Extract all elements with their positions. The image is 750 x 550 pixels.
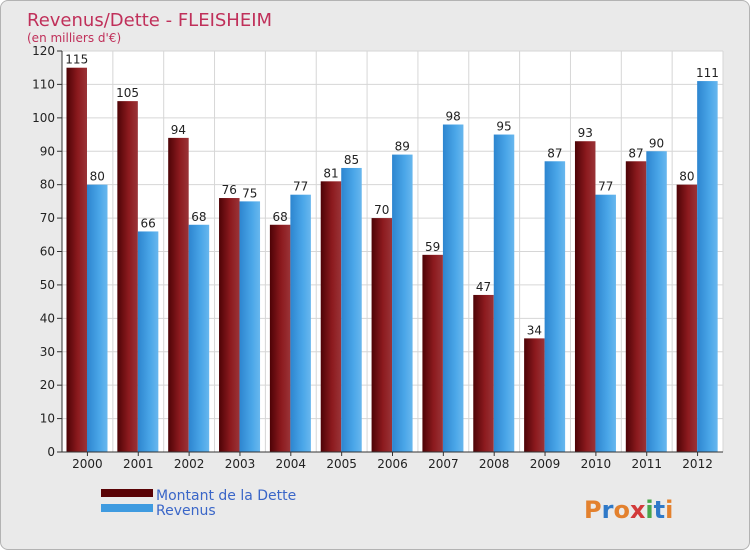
y-tick-label: 110 [32,77,55,91]
value-label-debt: 115 [65,53,88,67]
value-label-debt: 76 [222,183,237,197]
value-label-revenus: 95 [496,120,511,134]
x-tick-label: 2003 [225,457,256,471]
value-label-revenus: 111 [696,66,719,80]
value-label-debt: 80 [679,170,694,184]
value-label-debt: 34 [527,323,542,337]
value-label-revenus: 68 [191,210,206,224]
axes: 0 10 20 30 40 50 60 70 80 90 100 110 120 2000 2001 2002… [32,44,723,471]
chart-title: Revenus/Dette - FLEISHEIM [27,10,272,31]
value-label-revenus: 66 [140,216,155,230]
value-label-debt: 70 [374,203,389,217]
value-label-revenus: 85 [344,153,359,167]
logo-text: Proxiti [584,496,673,524]
value-label-revenus: 89 [395,140,410,154]
y-tick-label: 50 [40,278,55,292]
x-tick-label: 2010 [581,457,612,471]
value-label-revenus: 77 [293,180,308,194]
bar-debt [676,184,698,452]
bar-revenus [646,151,667,452]
bar-debt [117,101,138,452]
legend-label-debt: Montant de la Dette [156,488,296,504]
bar-debt [574,141,596,452]
value-label-revenus: 87 [547,146,562,160]
value-label-debt: 47 [476,280,491,294]
value-label-debt: 105 [116,86,139,100]
y-tick-label: 60 [40,245,55,259]
y-tick-label: 120 [32,44,55,58]
value-label-revenus: 98 [446,110,461,124]
y-tick-label: 20 [40,378,55,392]
legend-swatch-revenus [101,504,153,512]
x-tick-label: 2002 [174,457,205,471]
bar-revenus [392,154,413,452]
chart-subtitle: (en milliers d'€) [27,31,121,45]
y-tick-label: 10 [40,412,55,426]
value-label-debt: 93 [578,126,593,140]
x-tick-label: 2000 [72,457,103,471]
y-tick-label: 90 [40,144,55,158]
bar-debt [371,218,393,452]
x-tick-label: 2009 [530,457,561,471]
legend: Montant de la Dette Revenus [101,488,296,519]
legend-label-revenus: Revenus [156,503,216,519]
bar-revenus [341,167,362,453]
x-tick-label: 2008 [479,457,510,471]
value-label-revenus: 90 [649,136,664,150]
value-label-revenus: 77 [598,180,613,194]
legend-swatch-debt [101,489,153,497]
value-label-debt: 94 [171,123,186,137]
bar-debt [269,224,291,452]
bar-debt [473,294,494,452]
bar-debt [168,137,189,452]
x-tick-label: 2004 [276,457,307,471]
bar-debt [320,181,342,452]
value-label-debt: 68 [272,210,287,224]
value-labels: 115 80 105 66 94 68 76 75 68 77 81 85 70 89 59 98 47 95 34… [65,53,719,338]
y-tick-label: 40 [40,311,55,325]
bar-revenus [697,81,718,452]
value-label-debt: 81 [323,166,338,180]
bar-revenus [87,184,108,452]
x-tick-label: 2011 [631,457,662,471]
bar-revenus [137,231,159,452]
bar-revenus [290,194,311,453]
y-tick-label: 30 [40,345,55,359]
bar-revenus [239,201,261,452]
bar-revenus [188,224,210,452]
bar-revenus [493,134,515,452]
bar-debt [66,67,87,452]
x-tick-label: 2005 [326,457,357,471]
y-tick-label: 80 [40,178,55,192]
value-label-debt: 59 [425,240,440,254]
x-tick-label: 2007 [428,457,459,471]
y-tick-label: 100 [32,111,55,125]
x-tick-label: 2001 [123,457,154,471]
y-tick-label: 0 [47,445,55,459]
x-tick-label: 2012 [682,457,713,471]
x-tick-label: 2006 [377,457,408,471]
value-label-revenus: 75 [242,186,257,200]
value-label-debt: 87 [628,146,643,160]
bars [66,67,718,453]
bar-revenus [442,124,464,453]
bar-debt [422,254,443,452]
value-label-revenus: 80 [90,170,105,184]
y-tick-label: 70 [40,211,55,225]
bar-debt [625,161,647,452]
bar-debt [219,198,240,452]
proxiti-logo: Proxiti [584,496,673,524]
bar-revenus [544,161,566,452]
bar-debt [524,338,545,452]
bar-revenus [595,194,616,453]
